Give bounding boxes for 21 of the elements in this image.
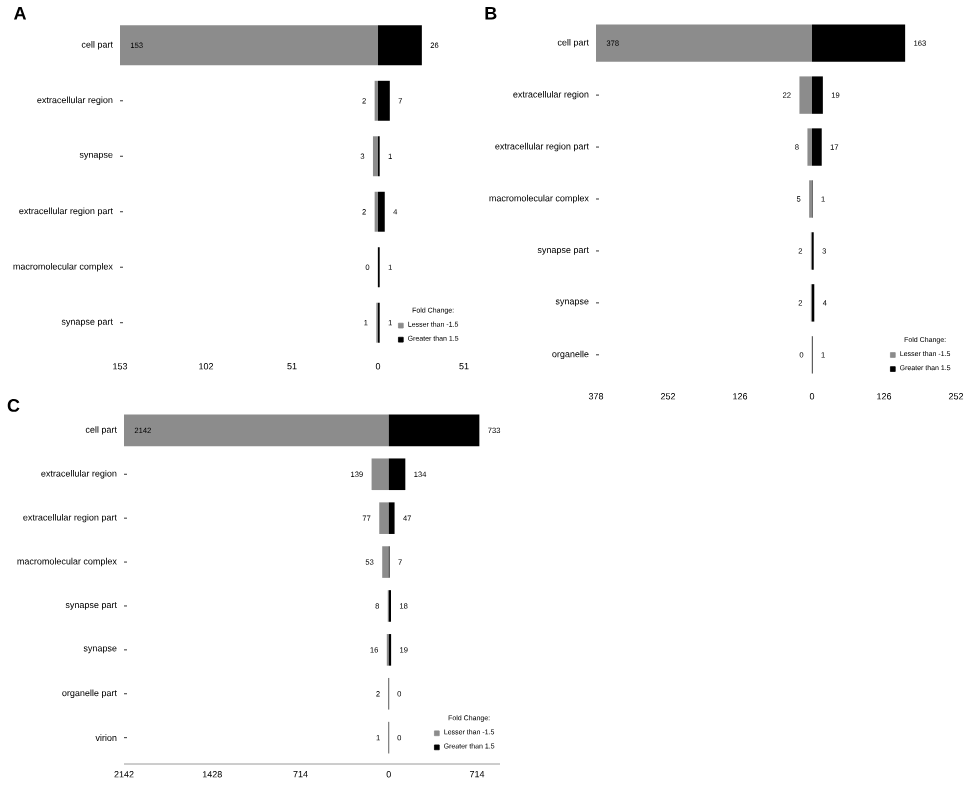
bar bbox=[382, 546, 389, 578]
chart-title: B bbox=[485, 7, 497, 20]
bar bbox=[812, 24, 906, 62]
chart-title: A bbox=[13, 7, 27, 20]
bar bbox=[378, 80, 390, 121]
bar bbox=[378, 25, 422, 66]
bar bbox=[120, 25, 379, 66]
bar bbox=[371, 458, 389, 491]
bar bbox=[124, 414, 389, 447]
bar bbox=[372, 136, 379, 177]
bar bbox=[388, 458, 406, 491]
chart-title: C bbox=[7, 399, 20, 412]
bar bbox=[807, 128, 813, 166]
bar bbox=[378, 191, 385, 232]
bar bbox=[388, 502, 395, 534]
bar bbox=[379, 502, 389, 534]
bar bbox=[596, 24, 813, 62]
bar bbox=[812, 76, 823, 114]
bar bbox=[388, 414, 480, 447]
bar bbox=[812, 128, 822, 166]
bar bbox=[799, 76, 813, 114]
